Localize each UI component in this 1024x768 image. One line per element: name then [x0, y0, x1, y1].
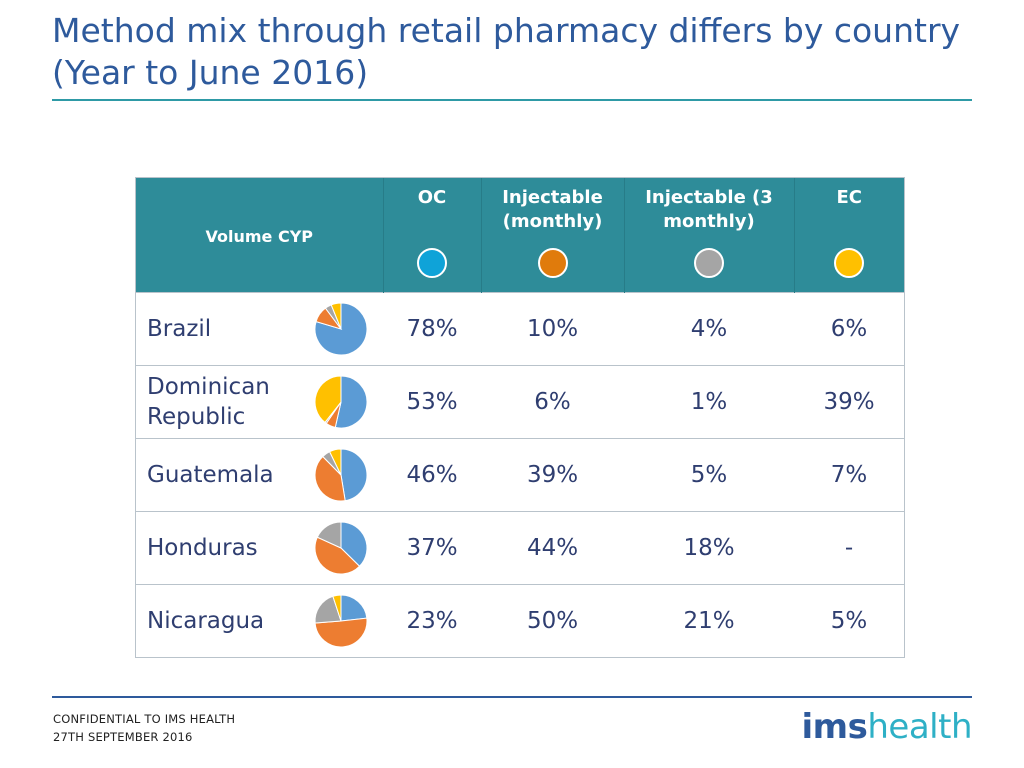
pie-chart	[314, 447, 368, 501]
table-row: Nicaragua 23% 50% 21% 5%	[136, 583, 904, 657]
injectable-monthly-legend-dot-icon	[537, 248, 568, 278]
row-header-label: Volume CYP	[205, 227, 314, 246]
injectable-3-monthly-value: 4%	[624, 291, 794, 365]
injectable-monthly-value: 50%	[481, 583, 624, 657]
logo-text-ims: ims	[801, 707, 868, 747]
corner-header: Volume CYP	[136, 178, 383, 292]
country-name: Brazil	[147, 315, 212, 342]
pie-slice-oc	[314, 301, 368, 355]
pie-slice-ec	[332, 594, 342, 621]
injectable-monthly-value: 10%	[481, 291, 624, 365]
injectable-monthly-value: 6%	[481, 364, 624, 438]
page-title: Method mix through retail pharmacy diffe…	[52, 11, 961, 92]
pie-slice-injectable-3-monthly	[316, 520, 342, 549]
column-header-label: Injectable (monthly)	[502, 187, 603, 232]
method-mix-table-container: Volume CYP OC Injectable (monthly) Injec…	[135, 177, 905, 658]
confidentiality-note: CONFIDENTIAL TO IMS HEALTH	[53, 712, 236, 726]
pie-slice-injectable-monthly	[314, 536, 361, 574]
table-row: Guatemala 46% 39% 5% 7%	[136, 437, 904, 511]
ec-legend-dot-icon	[834, 248, 865, 278]
pie-slice-injectable-3-monthly	[314, 595, 342, 624]
footer-date: 27TH SEPTEMBER 2016	[53, 730, 193, 744]
column-header-label: EC	[836, 187, 862, 208]
pie-chart	[314, 301, 368, 355]
ec-value: 6%	[794, 291, 904, 365]
injectable-3-monthly-legend-dot-icon	[694, 248, 724, 278]
ec-value: 7%	[794, 437, 904, 511]
country-name: Honduras	[147, 534, 258, 561]
injectable-3-monthly-value: 1%	[624, 364, 794, 438]
injectable-monthly-value: 44%	[481, 510, 624, 584]
column-header-injectable-3-monthly: Injectable (3 monthly)	[623, 178, 794, 292]
ims-health-logo: imshealth	[801, 707, 973, 747]
country-cell: Brazil	[136, 291, 383, 365]
table-header: Volume CYP OC Injectable (monthly) Injec…	[136, 178, 904, 292]
footer-divider	[52, 696, 972, 698]
country-name: Guatemala	[147, 461, 274, 488]
table-row: Dominican Republic 53% 6% 1% 39%	[136, 364, 904, 438]
pie-chart	[314, 520, 368, 574]
oc-value: 53%	[383, 364, 481, 438]
country-cell: Guatemala	[136, 437, 383, 511]
pie-slice-ec	[328, 447, 342, 475]
column-header-ec: EC	[793, 178, 904, 292]
country-cell: Honduras	[136, 510, 383, 584]
table-body: Brazil 78% 10% 4% 6% Dominican Republic …	[136, 291, 904, 657]
injectable-monthly-value: 39%	[481, 437, 624, 511]
ec-value: 39%	[794, 364, 904, 438]
country-name: Nicaragua	[147, 607, 265, 634]
logo-text-health: health	[867, 707, 972, 747]
injectable-3-monthly-value: 21%	[624, 583, 794, 657]
oc-value: 23%	[383, 583, 481, 657]
table-row: Brazil 78% 10% 4% 6%	[136, 291, 904, 365]
pie-slice-injectable-monthly	[314, 617, 368, 648]
column-header-oc: OC	[382, 178, 481, 292]
oc-value: 46%	[383, 437, 481, 511]
pie-slice-injectable-monthly	[314, 455, 346, 501]
oc-legend-dot-icon	[417, 248, 447, 278]
column-header-injectable-monthly: Injectable (monthly)	[480, 178, 624, 292]
header-row: Volume CYP OC Injectable (monthly) Injec…	[136, 178, 904, 292]
pie-slice-oc	[340, 447, 368, 501]
oc-value: 37%	[383, 510, 481, 584]
title-divider	[52, 99, 972, 101]
country-cell: Nicaragua	[136, 583, 383, 657]
country-name: Dominican Republic	[147, 373, 270, 430]
ec-value: -	[794, 510, 904, 584]
injectable-3-monthly-value: 18%	[624, 510, 794, 584]
country-cell: Dominican Republic	[136, 364, 383, 438]
pie-slice-oc	[334, 374, 368, 428]
column-header-label: OC	[417, 187, 447, 208]
method-mix-table: Volume CYP OC Injectable (monthly) Injec…	[136, 178, 904, 657]
pie-slice-ec	[314, 374, 342, 423]
pie-slice-oc	[340, 594, 368, 622]
pie-chart	[314, 594, 368, 648]
ec-value: 5%	[794, 583, 904, 657]
pie-slice-ec	[330, 301, 342, 329]
oc-value: 78%	[383, 291, 481, 365]
pie-slice-oc	[340, 520, 368, 567]
table-row: Honduras 37% 44% 18% -	[136, 510, 904, 584]
injectable-3-monthly-value: 5%	[624, 437, 794, 511]
column-header-label: Injectable (3 monthly)	[645, 187, 773, 232]
pie-chart	[314, 374, 368, 428]
